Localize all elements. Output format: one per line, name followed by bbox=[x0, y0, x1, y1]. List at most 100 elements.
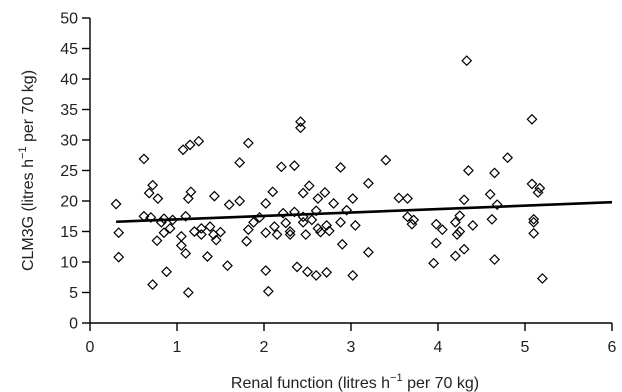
data-point bbox=[110, 198, 122, 210]
x-tick-label: 6 bbox=[608, 339, 617, 356]
data-point bbox=[341, 204, 353, 216]
data-point bbox=[380, 154, 392, 166]
data-point bbox=[277, 207, 289, 219]
y-tick-label: 25 bbox=[60, 163, 78, 180]
data-point bbox=[193, 135, 205, 147]
data-point bbox=[295, 122, 306, 134]
data-point bbox=[204, 221, 216, 233]
data-point bbox=[234, 157, 246, 169]
data-point bbox=[175, 240, 187, 251]
data-point bbox=[177, 144, 189, 156]
data-point bbox=[303, 180, 315, 192]
data-point bbox=[528, 216, 540, 228]
data-point bbox=[284, 229, 296, 240]
data-point bbox=[393, 192, 405, 204]
data-point bbox=[113, 251, 125, 263]
data-point bbox=[458, 243, 470, 255]
data-point bbox=[408, 214, 420, 226]
data-point bbox=[262, 285, 274, 297]
data-point bbox=[526, 113, 538, 125]
data-point bbox=[158, 213, 170, 225]
data-point bbox=[297, 187, 309, 199]
x-axis-title: Renal function (litres h−1 per 70 kg) bbox=[231, 372, 479, 392]
data-point bbox=[528, 213, 540, 225]
data-point bbox=[491, 199, 503, 211]
data-point bbox=[489, 167, 500, 179]
data-point bbox=[402, 211, 413, 223]
data-point bbox=[486, 213, 498, 225]
data-points bbox=[110, 55, 548, 298]
data-point bbox=[260, 227, 272, 239]
data-point bbox=[451, 229, 463, 240]
x-tick-label: 1 bbox=[173, 339, 182, 356]
y-tick-label: 30 bbox=[60, 133, 78, 150]
data-point bbox=[161, 266, 173, 278]
data-point bbox=[268, 221, 280, 233]
data-point bbox=[182, 193, 194, 205]
data-point bbox=[242, 137, 254, 149]
data-point bbox=[532, 187, 544, 198]
data-point bbox=[467, 219, 479, 231]
data-point bbox=[289, 160, 300, 172]
data-point bbox=[310, 269, 322, 281]
data-point bbox=[463, 165, 474, 176]
data-point bbox=[143, 187, 155, 199]
data-point bbox=[362, 177, 374, 189]
data-point bbox=[461, 55, 473, 67]
data-point bbox=[312, 223, 324, 234]
data-point bbox=[336, 238, 348, 250]
data-point bbox=[310, 205, 322, 217]
data-point bbox=[241, 235, 253, 247]
data-point bbox=[222, 260, 233, 272]
data-point bbox=[210, 234, 222, 246]
data-point bbox=[536, 273, 548, 284]
data-point bbox=[284, 226, 296, 237]
data-point bbox=[362, 246, 374, 258]
x-tick-label: 3 bbox=[347, 339, 356, 356]
y-tick-label: 50 bbox=[60, 11, 78, 28]
data-point bbox=[234, 195, 246, 207]
data-point bbox=[449, 216, 461, 228]
data-point bbox=[454, 210, 466, 222]
data-point bbox=[208, 190, 220, 202]
data-point bbox=[347, 193, 359, 205]
data-point bbox=[449, 250, 461, 262]
data-point bbox=[302, 266, 313, 278]
data-point bbox=[275, 161, 287, 173]
data-point bbox=[458, 194, 470, 206]
data-point bbox=[147, 179, 159, 191]
data-point bbox=[315, 226, 326, 238]
data-point bbox=[328, 197, 340, 209]
data-point bbox=[321, 266, 333, 278]
data-point bbox=[195, 223, 207, 234]
data-point bbox=[242, 224, 254, 236]
data-point bbox=[335, 162, 347, 173]
data-point bbox=[297, 216, 309, 228]
data-point bbox=[260, 197, 272, 209]
data-point bbox=[158, 227, 170, 239]
trend-line-group bbox=[116, 200, 613, 224]
y-axis-title: CLM3G (litres h−1 per 70 kg) bbox=[17, 70, 37, 271]
data-point bbox=[430, 218, 442, 230]
data-point bbox=[184, 139, 196, 151]
data-point bbox=[180, 210, 192, 222]
data-point bbox=[223, 199, 235, 211]
data-point bbox=[295, 116, 306, 128]
x-tick-label: 4 bbox=[434, 339, 443, 356]
data-point bbox=[175, 230, 187, 242]
data-point bbox=[151, 235, 163, 247]
data-point bbox=[180, 248, 192, 259]
data-point bbox=[347, 269, 359, 281]
data-point bbox=[436, 224, 448, 236]
data-point bbox=[289, 206, 300, 218]
data-point bbox=[502, 152, 514, 164]
data-point bbox=[164, 223, 176, 234]
data-point bbox=[300, 229, 312, 240]
y-tick-label: 40 bbox=[60, 72, 78, 89]
data-point bbox=[454, 226, 466, 237]
x-tick-label: 0 bbox=[86, 339, 95, 356]
data-point bbox=[138, 153, 150, 165]
data-point bbox=[182, 287, 194, 298]
data-point bbox=[152, 193, 164, 205]
